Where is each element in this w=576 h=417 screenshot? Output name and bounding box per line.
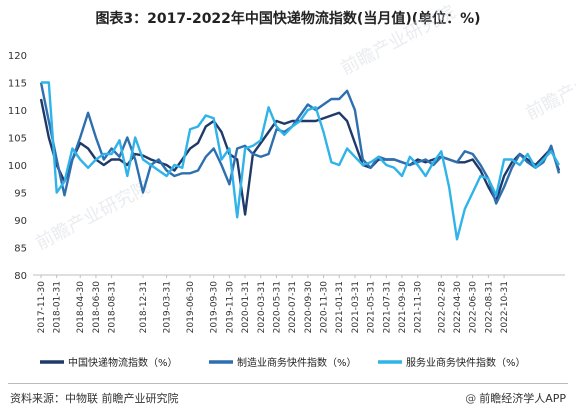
y-tick-label: 110 [8,106,27,117]
x-tick-label: 2022-08-31 [484,281,494,333]
source-note: 资料来源：中物联 前瞻产业研究院 [10,392,179,405]
y-tick-label: 85 [14,244,27,255]
y-tick-label: 105 [8,134,27,145]
series-line-2 [39,82,561,205]
legend-label-2: 制造业商务快件指数（%） [237,356,357,369]
x-tick-label: 2017-11-30 [37,281,47,334]
footer-divider [8,383,568,384]
brand: @ 前瞻经济学人APP [465,390,566,406]
watermark-text: 前瞻产业研究院 [337,2,458,80]
x-tick-label: 2020-07-31 [288,281,298,333]
watermark-text: 前瞻产业研究院 [32,177,153,255]
x-tick-label: 2019-06-30 [186,281,196,334]
x-tick-label: 2022-10-31 [500,281,510,333]
series-line-3 [41,81,561,241]
legend-label-3: 服务业商务快件指数（%） [406,356,526,369]
legend: 中国快递物流指数（%） 制造业商务快件指数（%） 服务业商务快件指数（%） [40,356,526,369]
x-tick-label: 2020-09-30 [304,281,314,334]
x-tick-label: 2020-01-31 [241,281,251,333]
x-tick-label: 2018-06-30 [92,281,102,334]
brand-name: 前瞻经济学人APP [479,392,566,405]
x-tick-label: 2021-05-31 [367,281,377,333]
x-tick-label: 2019-03-31 [163,281,173,333]
chart-title: 图表3：2017-2022年中国快递物流指数(当月值)(单位：%) [95,11,481,27]
watermark-text: 前瞻产业研究院 [522,47,576,125]
x-tick-label: 2021-09-30 [398,281,408,334]
y-tick-label: 80 [14,271,27,282]
x-tick-label: 2018-08-31 [108,281,118,333]
x-tick-label: 2018-01-31 [53,281,63,333]
series-lines [39,81,561,241]
x-tick-label: 2022-04-30 [453,281,463,334]
x-tick-label: 2019-09-30 [210,281,220,334]
y-tick-label: 100 [8,161,27,172]
y-tick-label: 120 [8,51,27,62]
legend-label-1: 中国快递物流指数（%） [68,356,178,369]
y-tick-label: 95 [14,189,27,200]
x-tick-label: 2022-02-28 [437,281,447,334]
x-tick-label: 2018-04-30 [76,281,86,334]
y-tick-label: 90 [14,216,27,227]
y-tick-label: 115 [8,79,27,90]
x-tick-label: 2021-03-31 [351,281,361,333]
x-tick-label: 2020-11-30 [320,281,330,334]
axes: 80 85 90 95 100 105 110 115 120 2017-11-30 2018-01… [8,51,565,333]
brand-logo-icon: @ [465,391,477,405]
x-tick-label: 2020-05-31 [272,281,282,333]
x-tick-label: 2021-07-31 [382,281,392,333]
x-tick-label: 2020-03-31 [257,281,267,333]
x-tick-label: 2022-06-30 [469,281,479,334]
x-tick-label: 2021-11-30 [414,281,424,334]
x-tick-label: 2018-12-31 [139,281,149,333]
x-tick-label: 2021-01-31 [335,281,345,333]
x-tick-label: 2019-11-30 [225,281,235,334]
